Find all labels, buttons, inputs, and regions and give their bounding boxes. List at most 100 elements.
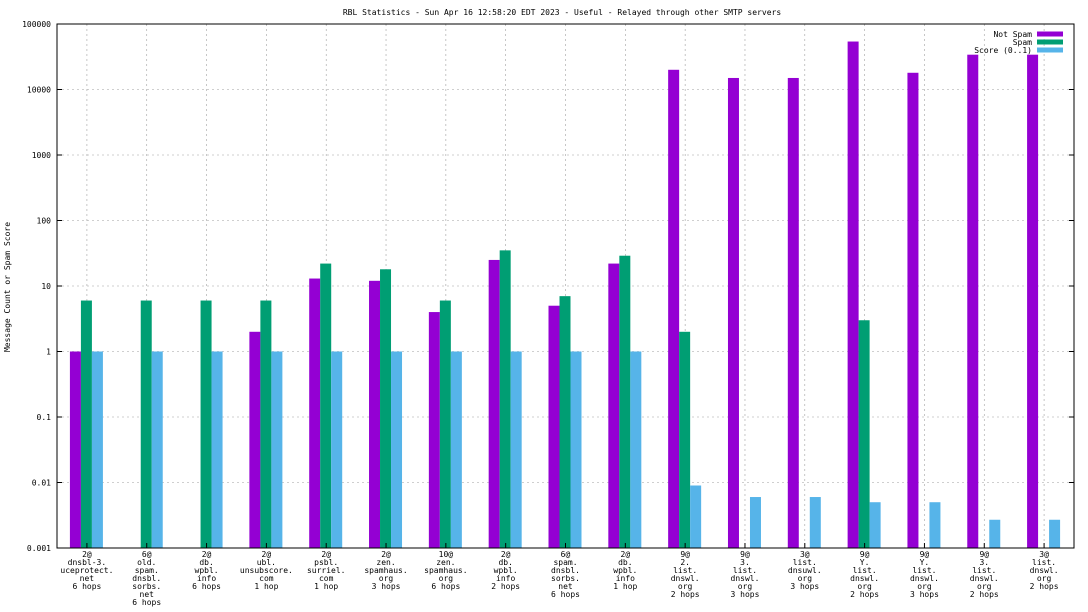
bar-spam <box>619 255 631 548</box>
x-tick-label: net <box>558 582 573 591</box>
legend-swatch <box>1037 39 1063 45</box>
x-tick-label: dnsbl. <box>132 574 161 583</box>
x-tick-label: list. <box>972 566 996 575</box>
x-tick-label: 2 hops <box>1030 582 1059 591</box>
bar-not-spam <box>69 351 81 548</box>
x-tick-label: 2@ <box>321 550 331 559</box>
x-tick-label: net <box>80 574 95 583</box>
bar-score-0-1 <box>91 351 103 548</box>
x-tick-label: 6 hops <box>192 582 221 591</box>
y-tick-label: 0.001 <box>27 544 51 553</box>
legend-label: Not Spam <box>993 30 1032 39</box>
bar-not-spam <box>428 312 440 548</box>
x-tick-label: dnsuwl. <box>788 566 822 575</box>
x-tick-label: 6@ <box>142 550 152 559</box>
bar-spam <box>679 331 691 548</box>
bar-score-0-1 <box>630 351 642 548</box>
x-tick-label: 2. <box>680 558 690 567</box>
x-tick-label: Y. <box>860 558 870 567</box>
x-tick-label: db. <box>498 558 512 567</box>
x-tick-label: dnsbl. <box>551 566 580 575</box>
x-tick-label: org <box>439 574 454 583</box>
x-tick-label: list. <box>912 566 936 575</box>
bar-spam <box>140 300 152 548</box>
y-tick-label: 100 <box>37 217 52 226</box>
bar-spam <box>559 296 571 548</box>
x-tick-label: info <box>197 574 216 583</box>
x-tick-label: db. <box>618 558 632 567</box>
legend-swatch <box>1037 31 1063 37</box>
x-tick-label: sorbs. <box>551 574 580 583</box>
bar-not-spam <box>907 72 919 548</box>
x-tick-label: 2 hops <box>491 582 520 591</box>
bar-score-0-1 <box>391 351 403 548</box>
x-tick-label: org <box>857 582 872 591</box>
bar-score-0-1 <box>450 351 462 548</box>
bar-not-spam <box>1027 54 1039 548</box>
x-tick-label: 6 hops <box>132 598 161 607</box>
x-tick-label: dnsbl-3. <box>68 558 107 567</box>
x-tick-label: 3 hops <box>731 590 760 599</box>
x-tick-label: db. <box>199 558 213 567</box>
legend-label: Score (0..1) <box>974 46 1032 55</box>
x-tick-label: dnswl. <box>970 574 999 583</box>
bar-not-spam <box>967 54 979 548</box>
bar-score-0-1 <box>809 497 821 548</box>
x-tick-label: 1 hop <box>254 582 278 591</box>
x-tick-label: com <box>259 574 274 583</box>
bar-not-spam <box>608 263 620 548</box>
y-tick-label: 1 <box>46 348 51 357</box>
x-tick-label: 2 hops <box>970 590 999 599</box>
x-tick-label: 3 hops <box>372 582 401 591</box>
bar-score-0-1 <box>570 351 582 548</box>
bar-spam <box>499 250 511 549</box>
x-tick-label: 3@ <box>800 550 810 559</box>
x-tick-label: spamhaus. <box>364 566 407 575</box>
x-tick-label: 2 hops <box>850 590 879 599</box>
bar-spam <box>200 300 212 548</box>
x-tick-label: 3 hops <box>790 582 819 591</box>
x-tick-label: org <box>379 574 394 583</box>
y-axis-label: Message Count or Spam Score <box>3 222 12 352</box>
bar-score-0-1 <box>989 519 1001 548</box>
x-tick-label: 2@ <box>262 550 272 559</box>
x-tick-label: 9@ <box>979 550 989 559</box>
x-tick-label: 2@ <box>82 550 92 559</box>
x-tick-label: spam. <box>553 558 577 567</box>
y-tick-label: 10 <box>41 282 51 291</box>
x-tick-label: org <box>798 574 813 583</box>
x-tick-label: list. <box>733 566 757 575</box>
bar-score-0-1 <box>510 351 522 548</box>
x-tick-label: 2@ <box>501 550 511 559</box>
bar-score-0-1 <box>211 351 223 548</box>
x-tick-label: psbl. <box>314 558 338 567</box>
x-tick-label: 9@ <box>920 550 930 559</box>
x-tick-label: uceprotect. <box>60 566 113 575</box>
bar-not-spam <box>727 77 739 548</box>
x-tick-label: wpbl. <box>613 566 637 575</box>
legend-swatch <box>1037 47 1063 53</box>
bars <box>69 41 1061 549</box>
x-tick-label: 3. <box>740 558 750 567</box>
x-tick-label: spam. <box>135 566 159 575</box>
x-tick-label: old. <box>137 558 156 567</box>
bar-score-0-1 <box>151 351 163 548</box>
x-tick-label: zen. <box>436 558 455 567</box>
x-tick-label: 1 hop <box>613 582 637 591</box>
x-tick-label: 9@ <box>740 550 750 559</box>
y-tick-label: 1000 <box>32 151 51 160</box>
x-tick-label: org <box>917 582 932 591</box>
x-tick-label: dnswl. <box>671 574 700 583</box>
x-tick-label: 3 hops <box>910 590 939 599</box>
bar-not-spam <box>548 305 560 548</box>
x-tick-label: org <box>977 582 992 591</box>
x-tick-label: list. <box>673 566 697 575</box>
x-tick-label: sorbs. <box>132 582 161 591</box>
x-tick-label: surriel. <box>307 566 346 575</box>
bar-not-spam <box>309 278 321 548</box>
bar-score-0-1 <box>690 485 702 548</box>
bar-spam <box>439 300 451 548</box>
x-tick-label: list. <box>853 566 877 575</box>
x-tick-label: 3@ <box>1039 550 1049 559</box>
